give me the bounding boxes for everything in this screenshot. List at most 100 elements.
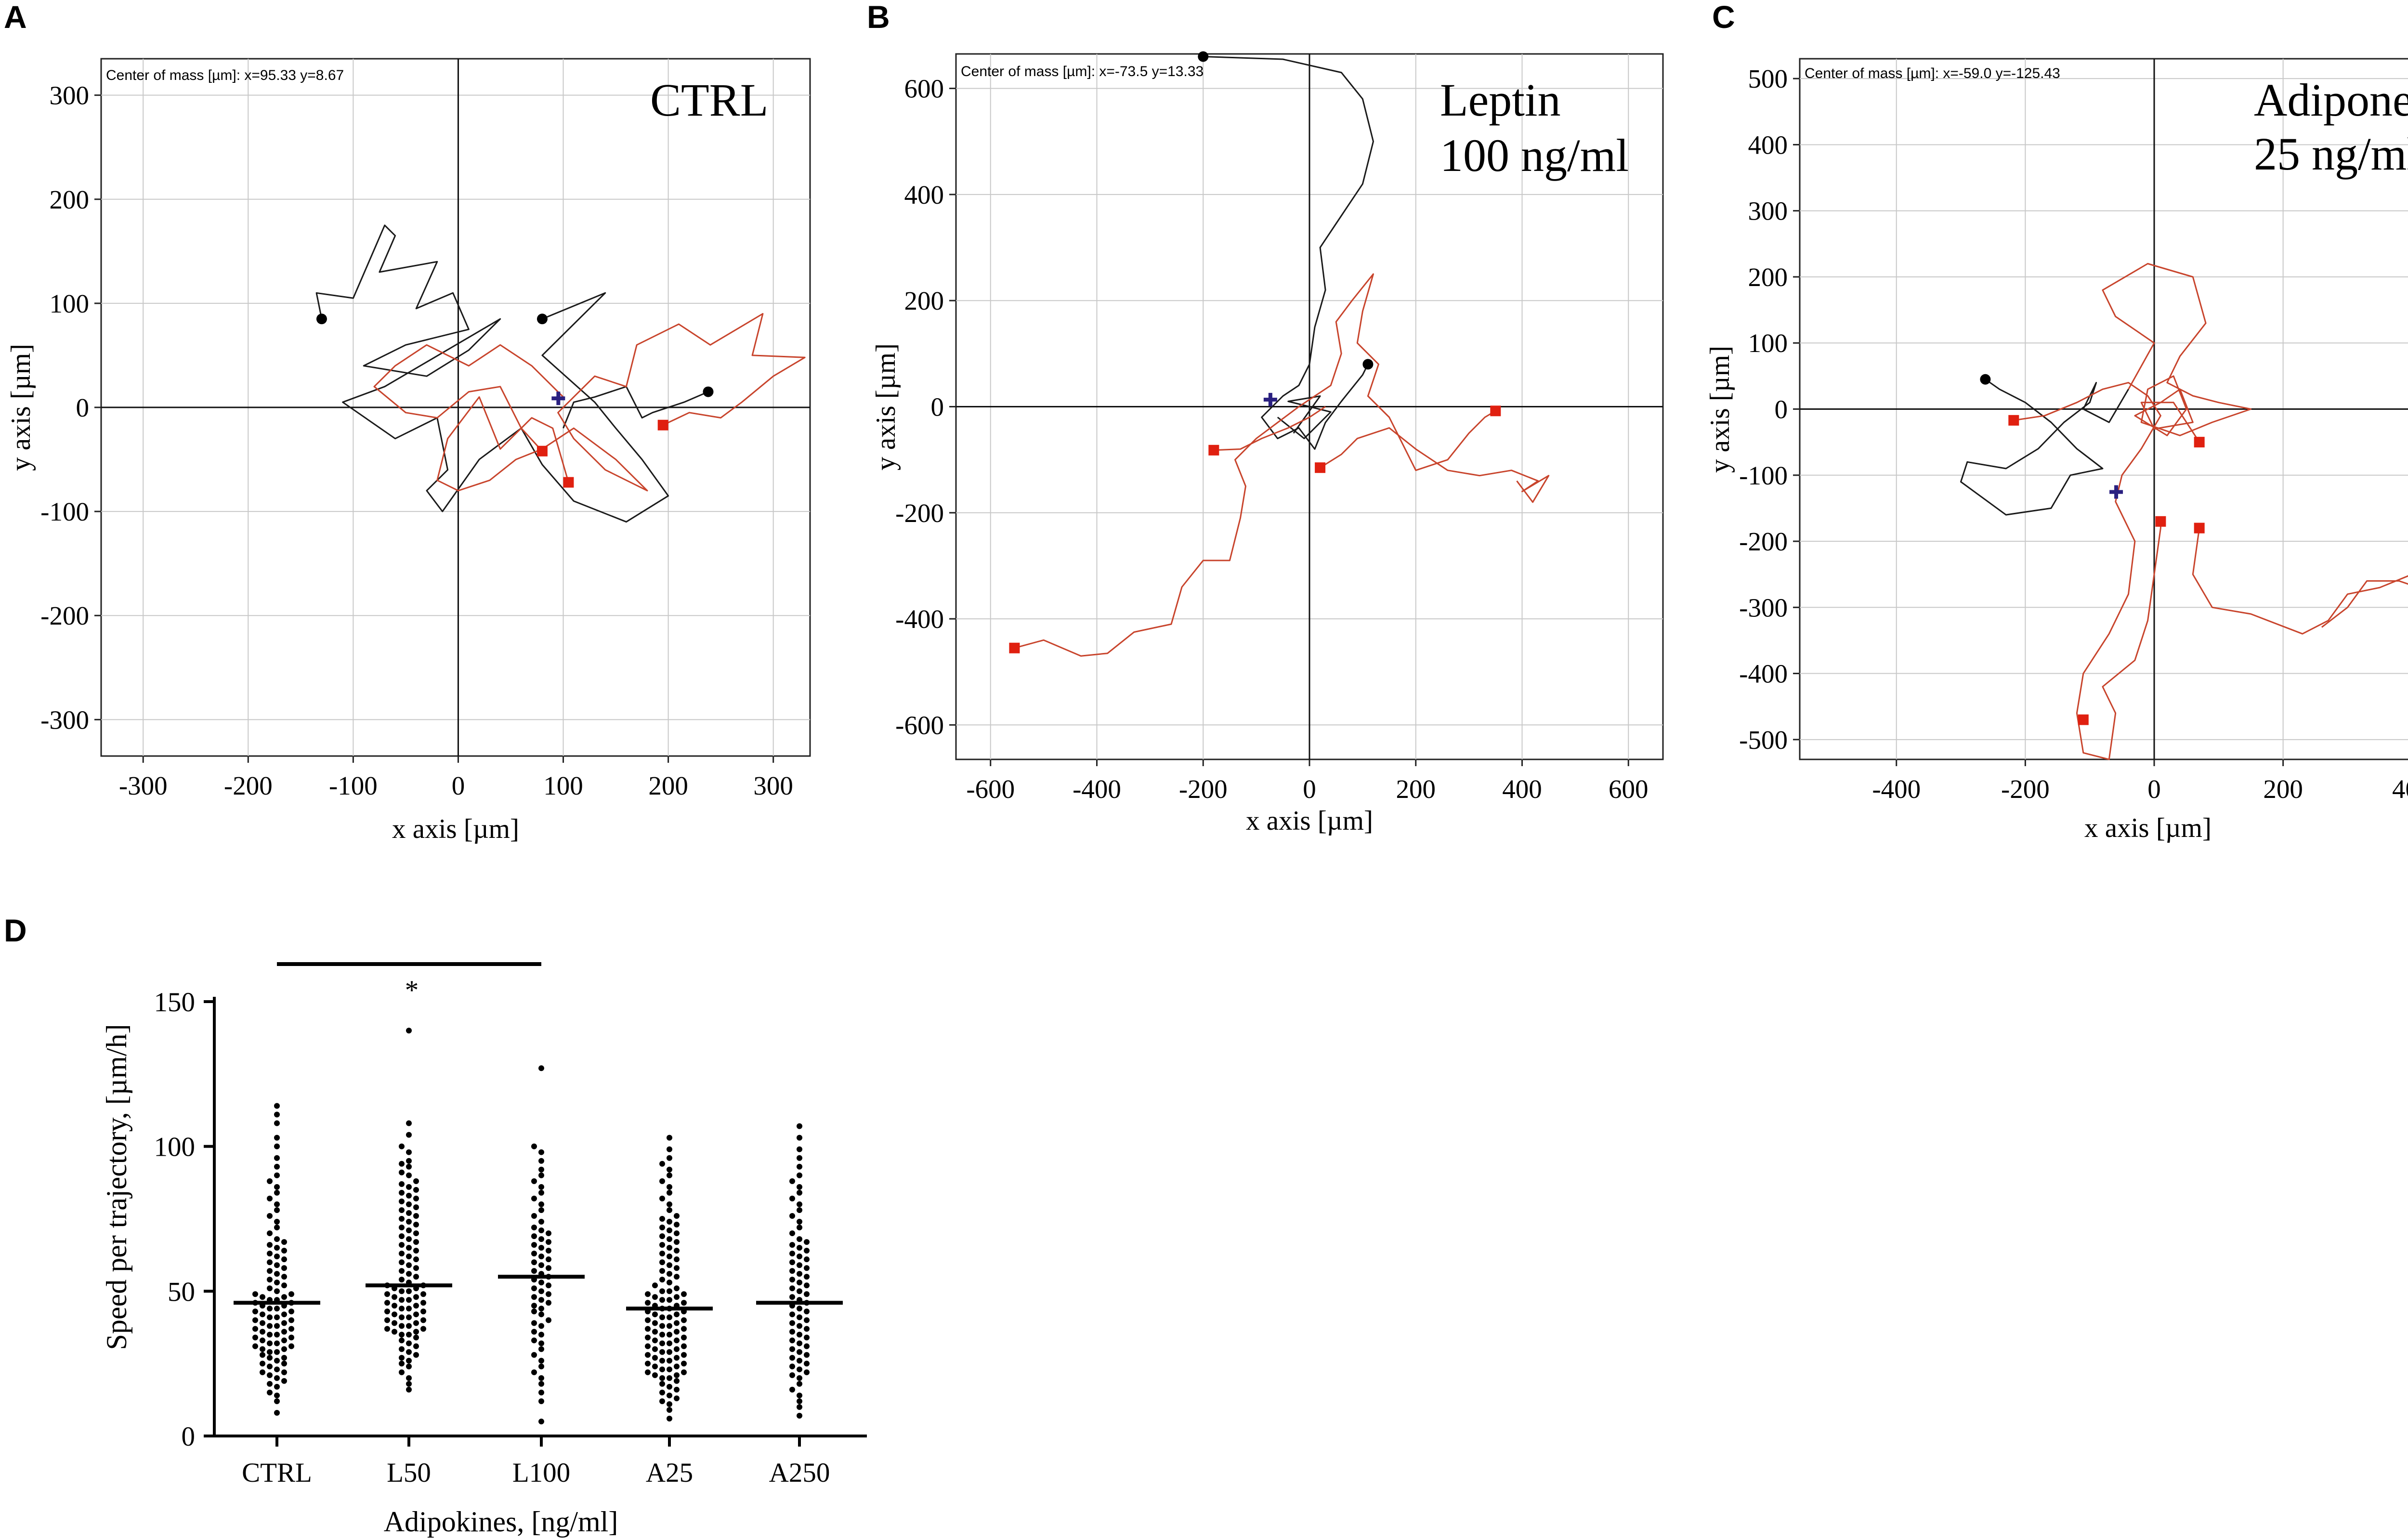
data-point [538, 1227, 544, 1234]
data-point [399, 1251, 405, 1257]
y-tick-label: -500 [1739, 725, 1788, 755]
data-point [399, 1268, 405, 1274]
data-point [406, 1184, 412, 1190]
data-point [281, 1294, 287, 1300]
data-point [531, 1233, 537, 1240]
y-tick-label: 100 [1748, 328, 1788, 358]
panel-letter-c: C [1712, 0, 1735, 35]
x-tick-label: -200 [1179, 774, 1228, 804]
data-point [804, 1360, 810, 1367]
y-tick-label: 600 [904, 74, 944, 104]
data-point [659, 1268, 665, 1274]
data-point [797, 1404, 802, 1410]
track-endpoint-red [2194, 437, 2205, 448]
data-point [260, 1352, 265, 1358]
data-point [413, 1334, 419, 1341]
data-point [659, 1314, 665, 1320]
data-point [674, 1222, 680, 1228]
y-axis-title-d: Speed per trajectory, [µm/h] [101, 1024, 132, 1350]
track-endpoint-black [1198, 51, 1209, 62]
y-axis-title-c: y axis [µm] [1705, 346, 1735, 473]
data-point [667, 1349, 672, 1355]
x-axis-title-b: x axis [µm] [1246, 806, 1373, 836]
data-point [797, 1279, 802, 1286]
data-point [406, 1227, 412, 1234]
data-point [252, 1308, 258, 1315]
data-point [681, 1317, 687, 1323]
data-point [274, 1314, 280, 1320]
data-point [652, 1363, 658, 1370]
y-axis-title-b: y axis [µm] [871, 343, 901, 470]
data-point [674, 1329, 680, 1335]
data-point [797, 1392, 802, 1398]
data-point [406, 1236, 412, 1242]
y-tick-label: 400 [904, 180, 944, 209]
data-point [538, 1189, 544, 1196]
data-point [789, 1337, 795, 1344]
x-tick-label: 400 [2392, 774, 2408, 804]
data-point [406, 1305, 412, 1312]
data-point [406, 1028, 412, 1034]
data-point [406, 1149, 412, 1155]
data-point [252, 1291, 258, 1297]
data-point [645, 1360, 651, 1367]
data-point [659, 1389, 665, 1396]
data-point [667, 1392, 672, 1398]
data-point [267, 1277, 273, 1283]
x-tick-label: 0 [2147, 774, 2161, 804]
data-point [281, 1248, 287, 1254]
data-point [267, 1314, 273, 1320]
y-tick-label: 200 [1748, 262, 1788, 292]
data-point [274, 1323, 280, 1329]
data-point [274, 1392, 280, 1398]
data-point [797, 1262, 802, 1268]
data-point [681, 1334, 687, 1341]
data-point [399, 1189, 405, 1196]
condition-label-b-line2: 100 ng/ml [1440, 130, 1629, 181]
data-point [531, 1369, 537, 1375]
data-point [281, 1369, 287, 1375]
data-point [674, 1386, 680, 1393]
data-point [267, 1178, 273, 1184]
data-point [281, 1320, 287, 1326]
data-point [413, 1204, 419, 1210]
data-point [645, 1334, 651, 1341]
track-endpoint-red [2008, 415, 2019, 426]
data-point [531, 1195, 537, 1201]
data-point [667, 1184, 672, 1190]
data-point [804, 1352, 810, 1358]
axes-d: 0 50 100 150 CTRL L50 L100 A25 A250 [154, 987, 867, 1488]
track-endpoint-red [2078, 714, 2089, 725]
data-point [667, 1166, 672, 1173]
data-point [546, 1282, 551, 1289]
data-point [406, 1245, 412, 1251]
condition-label-a: CTRL [650, 74, 768, 126]
y-tick-label: 300 [1748, 196, 1788, 226]
data-point [406, 1271, 412, 1277]
data-point [797, 1288, 802, 1294]
track-endpoint-black [1362, 359, 1374, 370]
x-axis-title-a: x axis [µm] [392, 814, 519, 844]
data-point [531, 1337, 537, 1344]
data-point [797, 1123, 802, 1129]
data-point [674, 1265, 680, 1271]
data-point [538, 1288, 544, 1294]
data-point [659, 1251, 665, 1257]
data-point [384, 1317, 390, 1323]
trajectory-black [563, 386, 709, 429]
data-point [267, 1242, 273, 1248]
data-point [667, 1323, 672, 1329]
data-point [384, 1326, 390, 1332]
data-point [538, 1158, 544, 1164]
data-point [274, 1262, 280, 1268]
condition-label-c-line1: Adiponectin [2254, 74, 2408, 126]
x-tick-label: L50 [387, 1458, 431, 1488]
data-point [667, 1279, 672, 1286]
trajectory-black [1203, 56, 1374, 450]
data-point [789, 1372, 795, 1378]
condition-label-c-line2: 25 ng/ml [2254, 128, 2408, 180]
data-point [804, 1308, 810, 1315]
data-point [252, 1343, 258, 1349]
data-point [538, 1297, 544, 1303]
data-point [267, 1363, 273, 1370]
